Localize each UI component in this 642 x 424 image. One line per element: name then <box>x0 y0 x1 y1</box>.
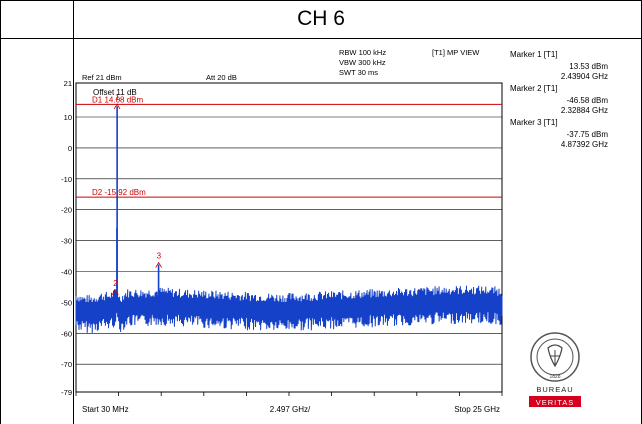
logo-year: 1828 <box>549 374 560 380</box>
marker-label: 1 <box>115 93 120 102</box>
logo-line1: BUREAU <box>536 385 573 394</box>
rbw-label: RBW 100 kHz <box>339 48 387 57</box>
marker-1-level: 13.53 dBm <box>569 62 608 71</box>
y-axis-ticks: 21 10 0 -10 -20 -30 -40 -50 -60 -70 -79 <box>61 79 72 397</box>
marker-symbol <box>111 289 119 296</box>
plot-border <box>75 82 503 393</box>
marker-2-name: Marker 2 [T1] <box>510 84 558 93</box>
marker-3-freq: 4.87392 GHz <box>560 140 608 149</box>
trace-noise-floor <box>75 285 503 334</box>
bureau-veritas-logo: 1828 BUREAU VERITAS <box>529 332 581 407</box>
marker-2-freq: 2.32884 GHz <box>560 106 608 115</box>
x-start-label: Start 30 MHz <box>82 405 129 414</box>
marker-3-level: -37.75 dBm <box>566 130 608 139</box>
marker-symbol <box>155 261 162 268</box>
limit-label-2: D2 -15.92 dBm <box>92 188 146 197</box>
y-tick-label: 21 <box>64 79 72 88</box>
vbw-label: VBW 300 kHz <box>339 58 386 67</box>
table-top-border <box>0 0 642 1</box>
y-tick-label: -20 <box>61 206 72 215</box>
marker-label: 2 <box>113 279 118 288</box>
table-header-divider <box>0 38 642 39</box>
logo-line2: VERITAS <box>536 398 575 407</box>
x-axis-ticks <box>75 392 503 396</box>
x-span-label: 2.497 GHz/ <box>270 405 311 414</box>
marker-2-level: -46.58 dBm <box>566 96 608 105</box>
y-tick-label: -60 <box>61 329 72 338</box>
y-tick-label: -10 <box>61 175 72 184</box>
marker-points: 1 2 3 <box>111 93 162 296</box>
y-tick-label: -79 <box>61 388 72 397</box>
trace-mode-label: [T1] MP VIEW <box>432 48 480 57</box>
channel-title: CH 6 <box>297 7 345 30</box>
y-tick-label: -30 <box>61 237 72 246</box>
table-inner-left-border <box>73 0 74 424</box>
ref-level-label: Ref 21 dBm <box>82 73 122 82</box>
y-tick-label: -50 <box>61 298 72 307</box>
x-stop-label: Stop 25 GHz <box>454 405 500 414</box>
marker-symbol <box>113 103 121 110</box>
limit-label-1: D1 14.08 dBm <box>92 95 143 104</box>
plot-grid <box>75 82 503 393</box>
marker-label: 3 <box>157 252 162 261</box>
table-left-border <box>0 0 1 424</box>
y-tick-label: -70 <box>61 360 72 369</box>
spectrum-trace <box>75 106 503 334</box>
offset-label: Offset 11 dB <box>93 88 137 97</box>
attenuation-label: Att 20 dB <box>206 73 237 82</box>
y-tick-label: -40 <box>61 267 72 276</box>
y-tick-label: 10 <box>64 113 72 122</box>
marker-1-freq: 2.43904 GHz <box>560 72 608 81</box>
limit-lines: D1 14.08 dBm D2 -15.92 dBm <box>76 95 502 198</box>
swt-label: SWT 30 ms <box>339 68 379 77</box>
marker-3-name: Marker 3 [T1] <box>510 118 558 127</box>
marker-1-name: Marker 1 [T1] <box>510 50 558 59</box>
y-tick-label: 0 <box>68 144 72 153</box>
